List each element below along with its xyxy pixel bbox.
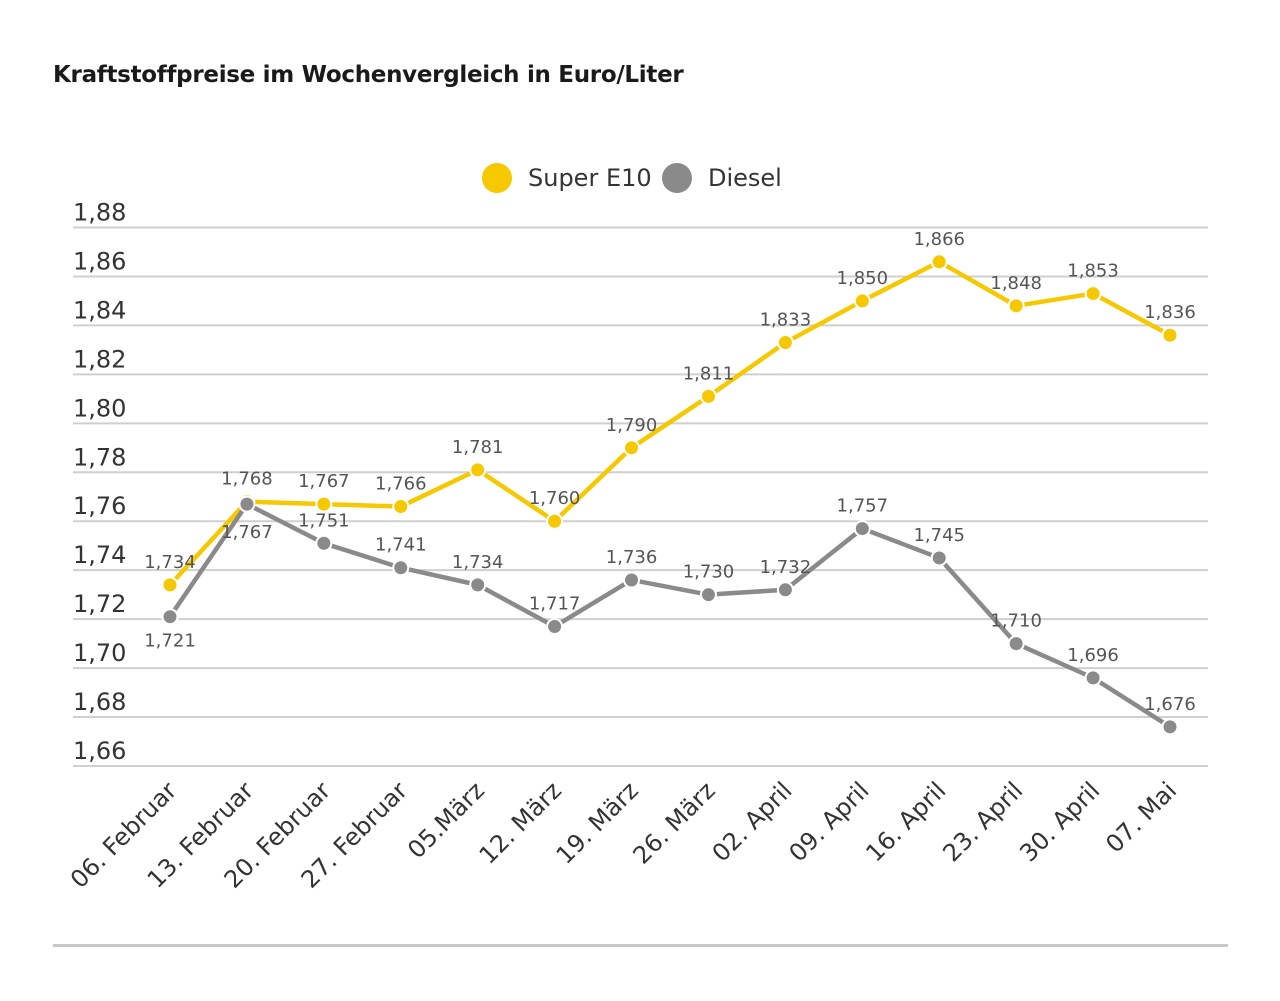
y-tick-label: 1,74	[73, 541, 126, 569]
series-line-super-e10	[167, 259, 1173, 588]
legend-label-diesel: Diesel	[708, 164, 782, 192]
x-tick-label: 09. April	[784, 776, 875, 867]
data-label-diesel: 1,745	[913, 525, 965, 546]
legend-swatch-super-e10	[482, 163, 512, 193]
x-tick-label: 30. April	[1014, 776, 1105, 867]
data-label-super-e10: 1,734	[144, 552, 196, 573]
x-tick-label: 19. März	[551, 776, 644, 869]
bottom-divider	[53, 944, 1228, 947]
data-label-diesel: 1,730	[683, 562, 735, 583]
chart-title: Kraftstoffpreise im Wochenvergleich in E…	[53, 62, 684, 88]
y-tick-label: 1,80	[73, 394, 126, 422]
data-label-diesel: 1,751	[298, 510, 350, 531]
legend-label-super-e10: Super E10	[528, 164, 652, 192]
series-layer	[161, 253, 1179, 736]
data-point-super-e10	[392, 498, 410, 516]
line-chart: 1,88 1,86 1,84 1,82 1,80 1,78 1,76 1,74 1,72 1,70…	[65, 199, 1208, 894]
y-tick-label: 1,76	[73, 492, 126, 520]
y-tick-label: 1,86	[73, 247, 126, 275]
data-label-super-e10: 1,866	[913, 229, 965, 250]
data-point-diesel	[776, 581, 794, 599]
data-label-super-e10: 1,848	[990, 273, 1042, 294]
data-point-diesel	[469, 576, 487, 594]
data-point-super-e10	[699, 387, 717, 405]
data-label-super-e10: 1,760	[529, 488, 581, 509]
data-label-super-e10: 1,781	[452, 437, 504, 458]
data-label-diesel: 1,732	[760, 557, 812, 578]
data-label-super-e10: 1,767	[298, 471, 350, 492]
data-point-diesel	[546, 617, 564, 635]
y-tick-label: 1,68	[73, 688, 126, 716]
y-axis: 1,88 1,86 1,84 1,82 1,80 1,78 1,76 1,74 1,72 1,70…	[73, 199, 126, 766]
legend: Super E10 Diesel	[0, 158, 1280, 198]
data-label-diesel: 1,721	[144, 631, 196, 652]
data-label-diesel: 1,710	[990, 611, 1042, 632]
data-label-super-e10: 1,850	[837, 268, 889, 289]
data-label-diesel: 1,741	[375, 535, 427, 556]
y-tick-label: 1,72	[73, 590, 126, 618]
data-label-diesel: 1,676	[1144, 694, 1196, 715]
data-point-super-e10	[1084, 285, 1102, 303]
data-point-diesel	[623, 571, 641, 589]
data-label-diesel: 1,734	[452, 552, 504, 573]
data-point-diesel	[930, 549, 948, 567]
legend-item-super-e10[interactable]: Super E10	[482, 158, 652, 198]
y-tick-label: 1,66	[73, 737, 126, 765]
data-label-super-e10: 1,768	[221, 469, 273, 490]
data-point-super-e10	[315, 495, 333, 513]
data-point-diesel	[238, 495, 256, 513]
data-label-super-e10: 1,790	[606, 415, 658, 436]
data-point-diesel	[699, 586, 717, 604]
legend-item-diesel[interactable]: Diesel	[662, 158, 782, 198]
y-tick-label: 1,84	[73, 296, 126, 324]
data-point-super-e10	[776, 334, 794, 352]
data-point-diesel	[1161, 718, 1179, 736]
data-point-diesel	[1007, 635, 1025, 653]
data-point-diesel	[853, 520, 871, 538]
x-tick-label: 12. März	[474, 776, 567, 869]
data-point-diesel	[315, 534, 333, 552]
y-tick-label: 1,78	[73, 443, 126, 471]
data-point-super-e10	[469, 461, 487, 479]
x-tick-label: 02. April	[707, 776, 798, 867]
data-point-diesel	[1084, 669, 1102, 687]
data-point-diesel	[161, 608, 179, 626]
y-tick-label: 1,70	[73, 639, 126, 667]
data-point-super-e10	[1007, 297, 1025, 315]
legend-swatch-diesel	[662, 163, 692, 193]
series-line-diesel	[167, 501, 1173, 730]
data-label-super-e10: 1,766	[375, 474, 427, 495]
y-tick-label: 1,82	[73, 345, 126, 373]
data-point-super-e10	[546, 512, 564, 530]
data-label-diesel: 1,757	[837, 496, 889, 517]
y-tick-label: 1,88	[73, 199, 126, 227]
data-point-super-e10	[623, 439, 641, 457]
data-point-super-e10	[161, 576, 179, 594]
data-label-super-e10: 1,853	[1067, 261, 1119, 282]
x-tick-label: 26. März	[628, 776, 721, 869]
data-point-diesel	[392, 559, 410, 577]
data-label-diesel: 1,767	[221, 522, 273, 543]
grid	[73, 226, 1208, 767]
data-label-super-e10: 1,836	[1144, 302, 1196, 323]
data-label-diesel: 1,717	[529, 593, 581, 614]
x-tick-label: 23. April	[937, 776, 1028, 867]
x-tick-label: 07. Mai	[1100, 776, 1182, 858]
data-label-diesel: 1,696	[1067, 645, 1119, 666]
data-label-super-e10: 1,833	[760, 310, 812, 331]
data-label-diesel: 1,736	[606, 547, 658, 568]
data-labels: 1,734 1,768 1,767 1,766 1,781 1,760 1,790 1,811…	[144, 229, 1196, 715]
x-tick-label: 16. April	[860, 776, 951, 867]
data-label-super-e10: 1,811	[683, 363, 735, 384]
data-point-super-e10	[1161, 326, 1179, 344]
data-point-super-e10	[930, 253, 948, 271]
data-point-super-e10	[853, 292, 871, 310]
